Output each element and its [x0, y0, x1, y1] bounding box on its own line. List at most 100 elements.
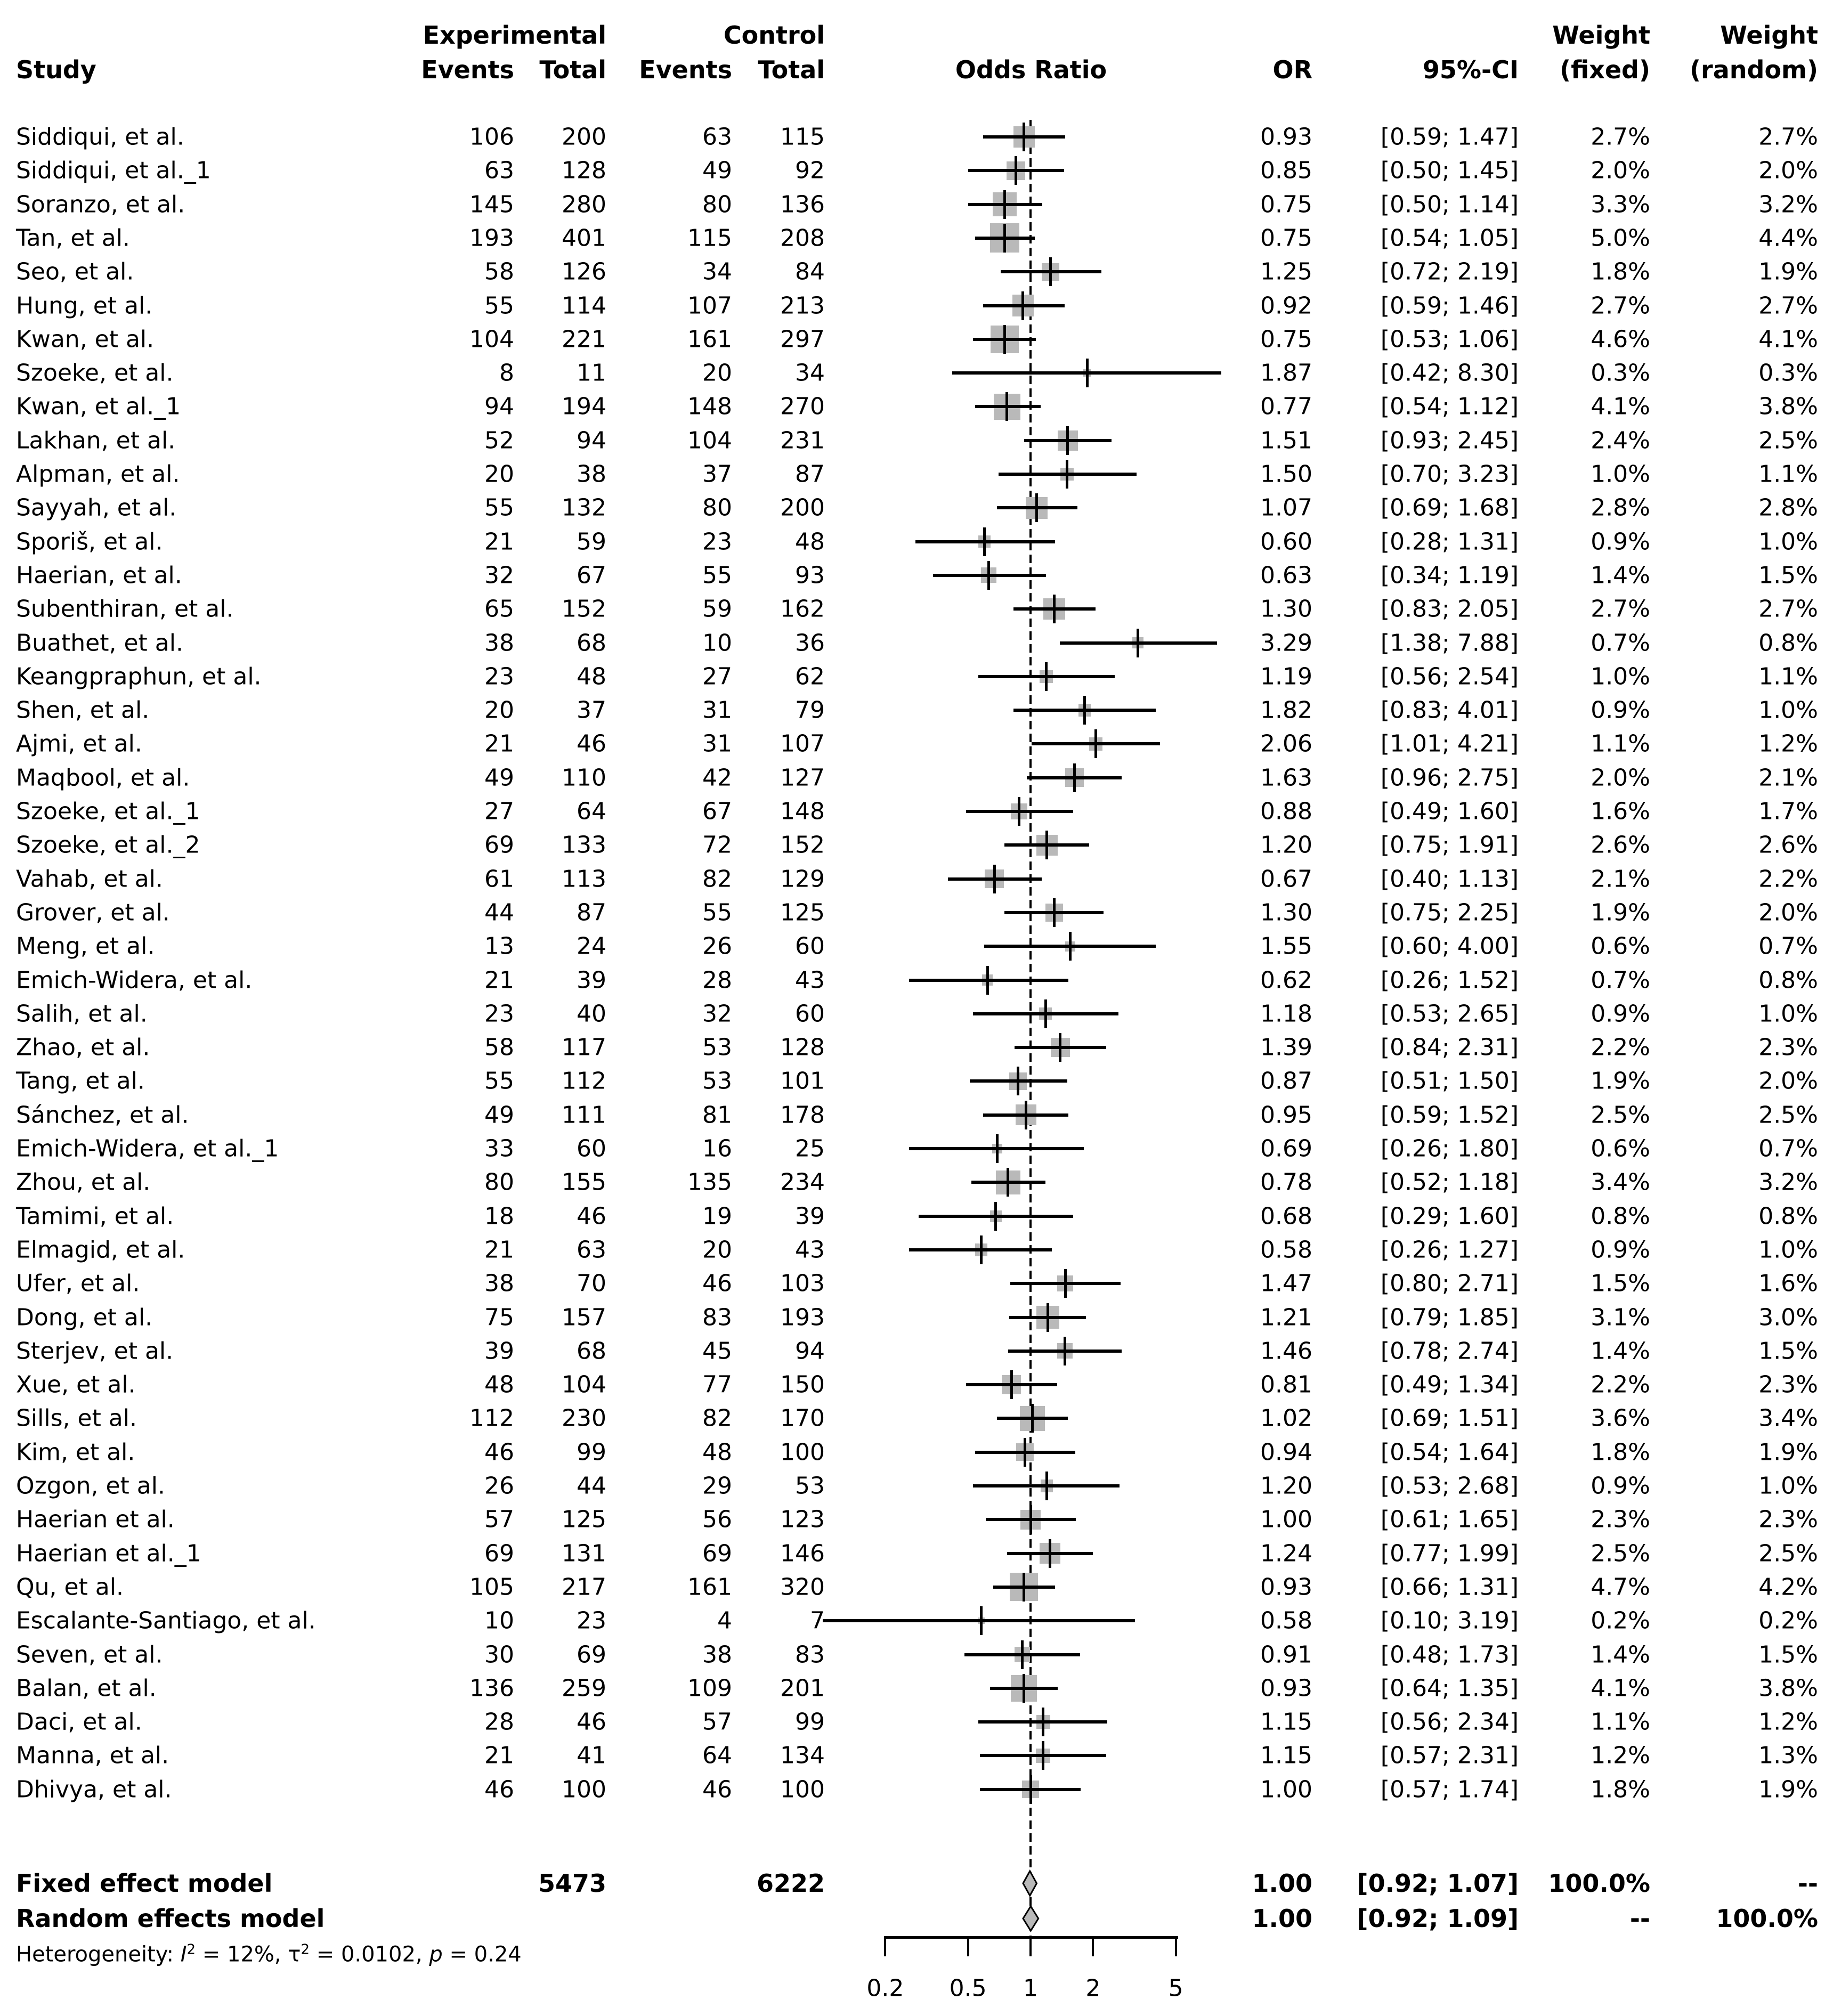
study-row: Szoeke, et al. 8 11 20 34 1.87 [0.42; 8.30] 0.3…: [0, 356, 1825, 390]
study-name: Emich-Widera, et al._1: [16, 1135, 279, 1163]
cell-ci: [0.53; 2.68]: [1380, 1472, 1519, 1500]
cell-exp-events: 105: [469, 1573, 514, 1601]
study-row: Zhao, et al. 58 117 53 128 1.39 [0.84; 2.31] 2.…: [0, 1030, 1825, 1064]
cell-or: 1.00: [1260, 1506, 1312, 1533]
cell-weight-random: 1.0%: [1758, 1472, 1818, 1500]
cell-ctrl-events: 31: [702, 730, 732, 758]
study-row: Lakhan, et al. 52 94 104 231 1.51 [0.93; 2.45]…: [0, 424, 1825, 458]
cell-weight-random: 4.2%: [1758, 1573, 1818, 1601]
cell-ctrl-total: 100: [780, 1776, 825, 1803]
cell-exp-total: 68: [577, 1337, 606, 1365]
cell-weight-fixed: 1.8%: [1591, 258, 1650, 286]
point-estimate-tick: [1003, 324, 1006, 354]
study-row: Dhivya, et al. 46 100 46 100 1.00 [0.57; 1.74]…: [0, 1773, 1825, 1807]
cell-or: 0.93: [1260, 123, 1312, 151]
cell-ctrl-total: 193: [780, 1304, 825, 1331]
point-estimate-tick: [1035, 493, 1038, 523]
cell-exp-events: 32: [484, 562, 514, 589]
cell-weight-random: 2.3%: [1758, 1506, 1818, 1533]
study-row: Sterjev, et al. 39 68 45 94 1.46 [0.78; 2.74] 1…: [0, 1334, 1825, 1368]
cell-ctrl-total: 60: [795, 1000, 825, 1028]
cell-exp-total: 259: [562, 1674, 606, 1702]
cell-ctrl-total: 208: [780, 224, 825, 252]
cell-exp-total: 44: [577, 1472, 606, 1500]
cell-weight-fixed: 1.5%: [1591, 1270, 1650, 1297]
random-model-weight-random: 100.0%: [1716, 1904, 1818, 1933]
cell-weight-fixed: 1.4%: [1591, 1641, 1650, 1668]
study-row: Tamimi, et al. 18 46 19 39 0.68 [0.29; 1.60] 0.…: [0, 1199, 1825, 1233]
cell-exp-total: 94: [577, 427, 606, 454]
study-row: Kwan, et al._1 94 194 148 270 0.77 [0.54; 1.12…: [0, 389, 1825, 424]
cell-ctrl-total: 128: [780, 1034, 825, 1061]
cell-exp-total: 70: [577, 1270, 606, 1297]
study-row: Keangpraphun, et al. 23 48 27 62 1.19 [0.56; 2…: [0, 660, 1825, 694]
cell-weight-fixed: 0.9%: [1591, 696, 1650, 724]
point-estimate-tick: [980, 1235, 983, 1264]
cell-weight-random: 2.6%: [1758, 831, 1818, 859]
cell-or: 1.82: [1260, 696, 1312, 724]
study-row: Grover, et al. 44 87 55 125 1.30 [0.75; 2.25] 1…: [0, 896, 1825, 930]
study-row: Dong, et al. 75 157 83 193 1.21 [0.79; 1.85] 3.…: [0, 1300, 1825, 1335]
study-name: Daci, et al.: [16, 1708, 142, 1736]
point-estimate-tick: [1014, 156, 1017, 185]
point-estimate-tick: [1042, 1708, 1045, 1737]
cell-ci: [0.77; 1.99]: [1380, 1540, 1519, 1567]
point-estimate-tick: [1023, 123, 1026, 151]
study-name: Buathet, et al.: [16, 629, 183, 656]
cell-ctrl-events: 64: [702, 1742, 732, 1769]
study-name: Kim, et al.: [16, 1438, 135, 1466]
cell-weight-random: 1.1%: [1758, 663, 1818, 690]
cell-ci: [0.66; 1.31]: [1380, 1573, 1519, 1601]
cell-ctrl-total: 231: [780, 427, 825, 454]
cell-ctrl-events: 26: [702, 932, 732, 960]
cell-ctrl-total: 92: [795, 157, 825, 184]
cell-exp-total: 46: [577, 730, 606, 758]
point-estimate-tick: [1003, 190, 1006, 219]
random-model-diamond: [1022, 1905, 1040, 1932]
cell-weight-fixed: 0.6%: [1591, 932, 1650, 960]
random-model-label: Random effects model: [16, 1904, 325, 1933]
cell-exp-events: 33: [484, 1135, 514, 1163]
cell-ci: [0.59; 1.47]: [1380, 123, 1519, 151]
cell-ctrl-total: 320: [780, 1573, 825, 1601]
cell-ctrl-total: 270: [780, 393, 825, 420]
point-estimate-tick: [1064, 1269, 1067, 1298]
cell-ctrl-events: 67: [702, 798, 732, 825]
study-name: Seo, et al.: [16, 258, 134, 286]
cell-or: 1.24: [1260, 1540, 1312, 1567]
cell-weight-fixed: 1.1%: [1591, 730, 1650, 758]
cell-weight-random: 0.3%: [1758, 359, 1818, 387]
cell-exp-total: 100: [562, 1776, 606, 1803]
cell-weight-random: 1.0%: [1758, 1236, 1818, 1264]
cell-exp-events: 145: [469, 191, 514, 218]
cell-or: 2.06: [1260, 730, 1312, 758]
cell-ci: [0.80; 2.71]: [1380, 1270, 1519, 1297]
header-weight-random-top: Weight: [1720, 21, 1818, 50]
cell-weight-fixed: 1.1%: [1591, 1708, 1650, 1736]
cell-ctrl-total: 36: [795, 629, 825, 656]
cell-weight-random: 2.7%: [1758, 292, 1818, 319]
cell-ci: [0.10; 3.19]: [1380, 1607, 1519, 1635]
cell-exp-total: 133: [562, 831, 606, 859]
x-axis-tick: [1092, 1936, 1094, 1956]
study-name: Salih, et al.: [16, 1000, 148, 1028]
cell-exp-events: 65: [484, 595, 514, 623]
heterogeneity-text-part: = 0.24: [442, 1942, 522, 1967]
cell-exp-total: 63: [577, 1236, 606, 1264]
cell-ctrl-total: 201: [780, 1674, 825, 1702]
cell-exp-events: 61: [484, 865, 514, 893]
cell-ctrl-events: 42: [702, 764, 732, 792]
cell-exp-total: 401: [562, 224, 606, 252]
point-estimate-tick: [1048, 1539, 1051, 1568]
cell-ctrl-events: 161: [687, 1573, 732, 1601]
study-name: Szoeke, et al._2: [16, 831, 200, 859]
cell-weight-fixed: 0.9%: [1591, 1236, 1650, 1264]
cell-ctrl-events: 82: [702, 1404, 732, 1432]
cell-ci: [0.26; 1.80]: [1380, 1135, 1519, 1163]
point-estimate-tick: [1066, 426, 1069, 455]
cell-ci: [0.75; 2.25]: [1380, 899, 1519, 926]
header-control: Control: [723, 21, 825, 50]
cell-weight-random: 1.0%: [1758, 696, 1818, 724]
cell-weight-random: 1.2%: [1758, 730, 1818, 758]
cell-ci: [0.40; 1.13]: [1380, 865, 1519, 893]
